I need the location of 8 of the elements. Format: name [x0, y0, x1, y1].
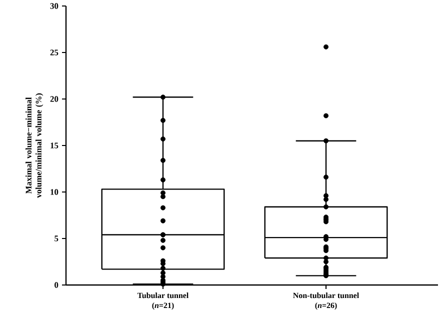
- y-axis-title: Maximal volume−minimal volume/minimal volume (%): [26, 93, 44, 198]
- y-tick-label: 5: [54, 236, 58, 242]
- y-tick-label: 10: [50, 189, 58, 195]
- y-tick-label: 30: [50, 3, 58, 9]
- y-tick-label: 0: [54, 282, 58, 288]
- y-tick-label: 20: [50, 96, 58, 102]
- y-tick-label: 25: [50, 50, 58, 56]
- y-tick-label: 15: [50, 142, 58, 148]
